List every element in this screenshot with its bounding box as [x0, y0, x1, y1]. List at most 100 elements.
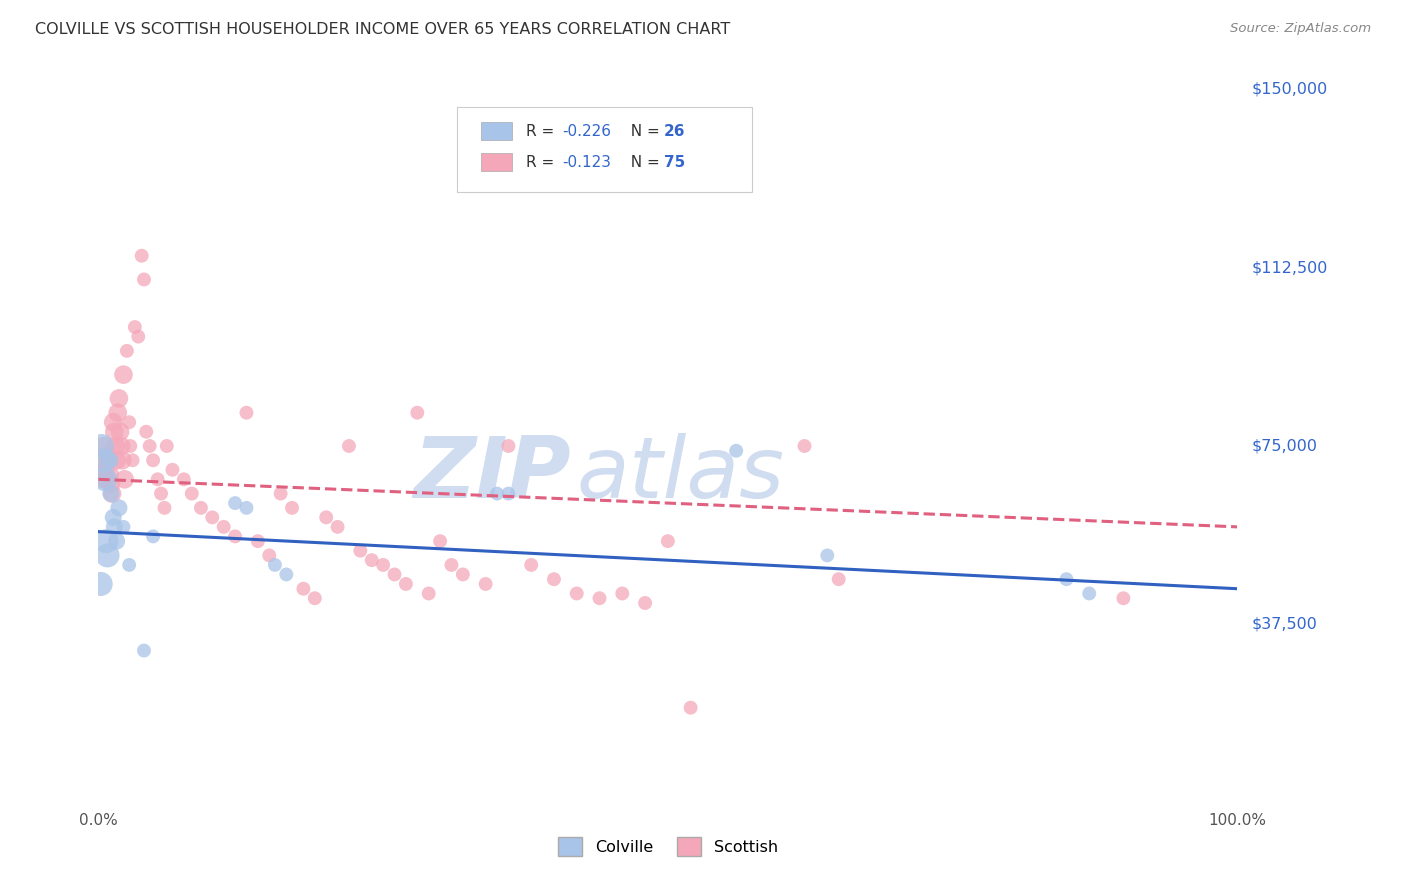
Point — [108, 500, 131, 515]
Point — [98, 453, 121, 467]
Point — [520, 558, 543, 572]
Point — [94, 463, 117, 477]
Point — [100, 477, 122, 491]
Text: $150,000: $150,000 — [1251, 82, 1327, 96]
Point — [96, 549, 118, 563]
Point — [264, 558, 287, 572]
Point — [326, 520, 349, 534]
Text: -0.226: -0.226 — [562, 124, 612, 138]
Point — [793, 439, 815, 453]
Point — [429, 534, 451, 549]
Point — [103, 510, 125, 524]
Point — [104, 439, 127, 453]
Point — [103, 415, 125, 429]
Text: -0.123: -0.123 — [562, 155, 612, 169]
Point — [150, 486, 173, 500]
Point — [543, 572, 565, 586]
Point — [118, 415, 141, 429]
Point — [105, 534, 128, 549]
Point — [107, 406, 129, 420]
Point — [276, 567, 298, 582]
Point — [1112, 591, 1135, 606]
Point — [828, 572, 851, 586]
Point — [153, 500, 176, 515]
Point — [486, 486, 509, 500]
Point — [281, 500, 304, 515]
Point — [132, 272, 155, 286]
Text: atlas: atlas — [576, 433, 785, 516]
Point — [371, 558, 394, 572]
Text: N =: N = — [621, 124, 665, 138]
Point — [108, 425, 131, 439]
Point — [96, 449, 118, 463]
Point — [111, 453, 134, 467]
Point — [142, 453, 165, 467]
Point — [815, 549, 838, 563]
Text: ZIP: ZIP — [413, 433, 571, 516]
Text: COLVILLE VS SCOTTISH HOUSEHOLDER INCOME OVER 65 YEARS CORRELATION CHART: COLVILLE VS SCOTTISH HOUSEHOLDER INCOME … — [35, 22, 730, 37]
Point — [224, 529, 246, 543]
Point — [100, 486, 122, 500]
Point — [235, 406, 257, 420]
Point — [108, 392, 131, 406]
Point — [360, 553, 382, 567]
Point — [634, 596, 657, 610]
Text: $112,500: $112,500 — [1251, 260, 1327, 275]
Point — [498, 486, 520, 500]
Point — [212, 520, 235, 534]
Point — [190, 500, 212, 515]
Point — [98, 467, 121, 482]
Point — [131, 249, 153, 263]
Text: Source: ZipAtlas.com: Source: ZipAtlas.com — [1230, 22, 1371, 36]
Point — [180, 486, 202, 500]
Point — [384, 567, 406, 582]
Point — [120, 439, 142, 453]
Point — [259, 549, 281, 563]
Point — [406, 406, 429, 420]
Point — [135, 425, 157, 439]
Point — [270, 486, 292, 500]
Point — [115, 343, 138, 358]
Text: R =: R = — [526, 155, 560, 169]
Point — [337, 439, 360, 453]
Point — [96, 534, 118, 549]
Point — [90, 453, 112, 467]
Point — [110, 439, 132, 453]
Point — [418, 586, 440, 600]
Point — [112, 520, 135, 534]
Point — [235, 500, 257, 515]
Point — [97, 453, 120, 467]
Legend: Colville, Scottish: Colville, Scottish — [551, 830, 785, 863]
Point — [173, 472, 195, 486]
Point — [304, 591, 326, 606]
Point — [93, 439, 115, 453]
Text: $37,500: $37,500 — [1251, 617, 1317, 632]
Point — [112, 368, 135, 382]
Point — [103, 425, 125, 439]
Point — [146, 472, 169, 486]
Point — [132, 643, 155, 657]
Point — [451, 567, 474, 582]
Point — [246, 534, 269, 549]
Point — [474, 577, 496, 591]
Point — [121, 453, 143, 467]
Point — [565, 586, 588, 600]
Text: R =: R = — [526, 124, 560, 138]
Point — [114, 472, 136, 486]
Point — [124, 320, 146, 334]
Point — [90, 577, 112, 591]
Point — [725, 443, 748, 458]
Text: 75: 75 — [664, 155, 685, 169]
Point — [91, 472, 114, 486]
Point — [349, 543, 371, 558]
Point — [292, 582, 315, 596]
Point — [224, 496, 246, 510]
Point — [201, 510, 224, 524]
Point — [94, 472, 117, 486]
Point — [118, 558, 141, 572]
Point — [1054, 572, 1078, 586]
Point — [1078, 586, 1101, 600]
Text: 26: 26 — [664, 124, 685, 138]
Point — [162, 463, 184, 477]
Point — [395, 577, 418, 591]
